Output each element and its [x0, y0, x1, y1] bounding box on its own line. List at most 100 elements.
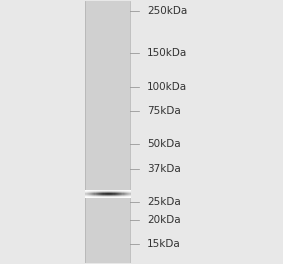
Bar: [92, 194, 94, 195]
Bar: [96, 190, 97, 191]
Bar: [89, 196, 90, 197]
Bar: [108, 192, 109, 193]
Bar: [93, 196, 95, 197]
Bar: [124, 194, 125, 195]
Bar: [101, 191, 102, 192]
Bar: [117, 190, 118, 191]
Bar: [128, 191, 129, 192]
Bar: [118, 191, 119, 192]
Bar: [104, 195, 106, 196]
Bar: [121, 194, 123, 195]
Bar: [118, 195, 119, 196]
Bar: [115, 195, 116, 196]
Bar: [96, 194, 97, 195]
Bar: [126, 193, 127, 194]
Bar: [88, 190, 89, 191]
Bar: [125, 192, 126, 193]
Bar: [85, 195, 87, 196]
Bar: [128, 190, 129, 191]
Bar: [113, 191, 115, 192]
Bar: [95, 195, 96, 196]
Bar: [93, 194, 95, 195]
Bar: [117, 193, 118, 194]
Bar: [104, 195, 106, 196]
Bar: [103, 191, 105, 192]
Bar: [93, 192, 95, 193]
Bar: [92, 195, 94, 196]
Bar: [89, 195, 90, 196]
Bar: [87, 195, 88, 196]
Bar: [97, 192, 98, 193]
Bar: [96, 195, 97, 196]
Bar: [121, 195, 123, 196]
Bar: [103, 192, 105, 193]
Bar: [108, 193, 109, 194]
Bar: [124, 190, 125, 191]
Bar: [125, 190, 126, 191]
Bar: [92, 194, 94, 195]
Bar: [98, 193, 99, 194]
Bar: [108, 194, 109, 195]
Bar: [107, 191, 108, 192]
Bar: [85, 192, 87, 193]
Bar: [109, 193, 110, 194]
Bar: [93, 192, 95, 193]
Bar: [88, 191, 89, 192]
Bar: [92, 191, 94, 192]
Bar: [127, 196, 128, 197]
Bar: [103, 196, 105, 197]
Bar: [106, 195, 107, 196]
Bar: [109, 191, 110, 192]
Bar: [107, 190, 108, 191]
Bar: [103, 196, 105, 197]
Bar: [117, 191, 118, 192]
Bar: [93, 194, 95, 195]
Bar: [91, 194, 93, 195]
Bar: [96, 193, 97, 194]
Bar: [112, 196, 114, 197]
Bar: [113, 194, 115, 195]
Bar: [107, 196, 108, 197]
Bar: [125, 195, 126, 196]
Bar: [91, 195, 93, 196]
Bar: [111, 191, 113, 192]
Bar: [111, 195, 113, 196]
Bar: [104, 190, 106, 191]
Bar: [108, 195, 109, 196]
Bar: [101, 191, 102, 192]
Bar: [89, 191, 90, 192]
Bar: [95, 193, 96, 194]
Text: 37kDa: 37kDa: [147, 164, 181, 174]
Bar: [116, 193, 117, 194]
Bar: [127, 194, 128, 195]
Bar: [96, 194, 97, 195]
Bar: [89, 195, 90, 196]
Bar: [98, 192, 99, 193]
Bar: [126, 191, 127, 192]
Bar: [121, 191, 123, 192]
Bar: [89, 196, 90, 197]
Bar: [100, 195, 101, 196]
Bar: [95, 195, 96, 196]
Bar: [108, 190, 109, 191]
Bar: [126, 196, 127, 197]
Bar: [110, 195, 112, 196]
Bar: [115, 192, 116, 193]
Bar: [113, 193, 115, 194]
Bar: [120, 195, 122, 196]
Bar: [111, 194, 113, 195]
Text: 150kDa: 150kDa: [147, 48, 187, 58]
Bar: [101, 196, 102, 197]
Bar: [112, 191, 114, 192]
Bar: [100, 190, 101, 191]
Bar: [108, 190, 109, 191]
Bar: [128, 196, 129, 197]
Bar: [88, 191, 89, 192]
Bar: [125, 194, 126, 195]
Bar: [124, 196, 125, 197]
Bar: [89, 193, 90, 194]
Bar: [95, 193, 96, 194]
Bar: [129, 196, 130, 197]
Bar: [100, 191, 101, 192]
Bar: [85, 190, 87, 191]
